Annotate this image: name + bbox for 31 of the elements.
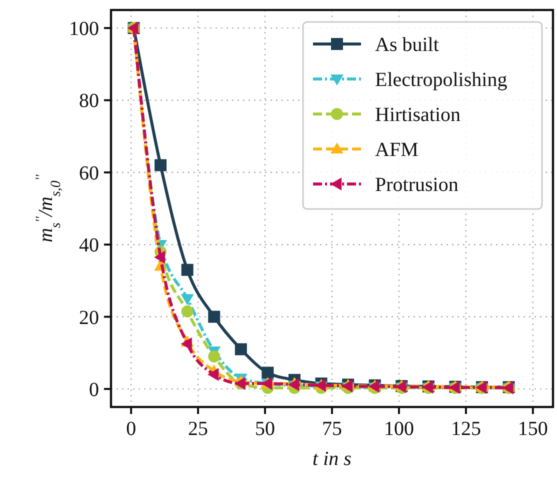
- legend-label: AFM: [375, 139, 419, 161]
- point: [288, 378, 300, 392]
- x-tick-label: 100: [384, 418, 414, 440]
- point: [181, 305, 194, 318]
- legend-label: Hirtisation: [375, 104, 461, 126]
- x-tick-label: 75: [322, 418, 342, 440]
- legend-label: As built: [375, 34, 440, 56]
- point: [234, 343, 247, 356]
- point: [181, 264, 194, 276]
- x-tick-label: 25: [188, 418, 208, 440]
- y-tick-label: 40: [79, 234, 99, 257]
- point: [208, 310, 220, 323]
- point: [208, 368, 219, 382]
- x-tick-label: 50: [255, 418, 276, 440]
- y-tick-label: 20: [79, 306, 99, 329]
- y-tick-label: 0: [89, 378, 99, 401]
- point: [262, 366, 274, 379]
- point: [154, 159, 167, 172]
- legend-label: Protrusion: [375, 174, 458, 196]
- x-tick-label: 150: [518, 418, 548, 440]
- point: [154, 250, 166, 264]
- x-axis-title: t in s: [312, 448, 352, 470]
- point: [208, 350, 220, 362]
- y-tick-label: 60: [79, 162, 99, 184]
- point: [180, 294, 194, 306]
- y-tick-label: 80: [79, 90, 99, 112]
- x-tick-label: 125: [450, 418, 481, 440]
- y-tick-label: 100: [69, 18, 99, 40]
- x-tick-label: 0: [126, 418, 136, 440]
- point: [180, 337, 192, 350]
- legend-label: Electropolishing: [375, 69, 508, 91]
